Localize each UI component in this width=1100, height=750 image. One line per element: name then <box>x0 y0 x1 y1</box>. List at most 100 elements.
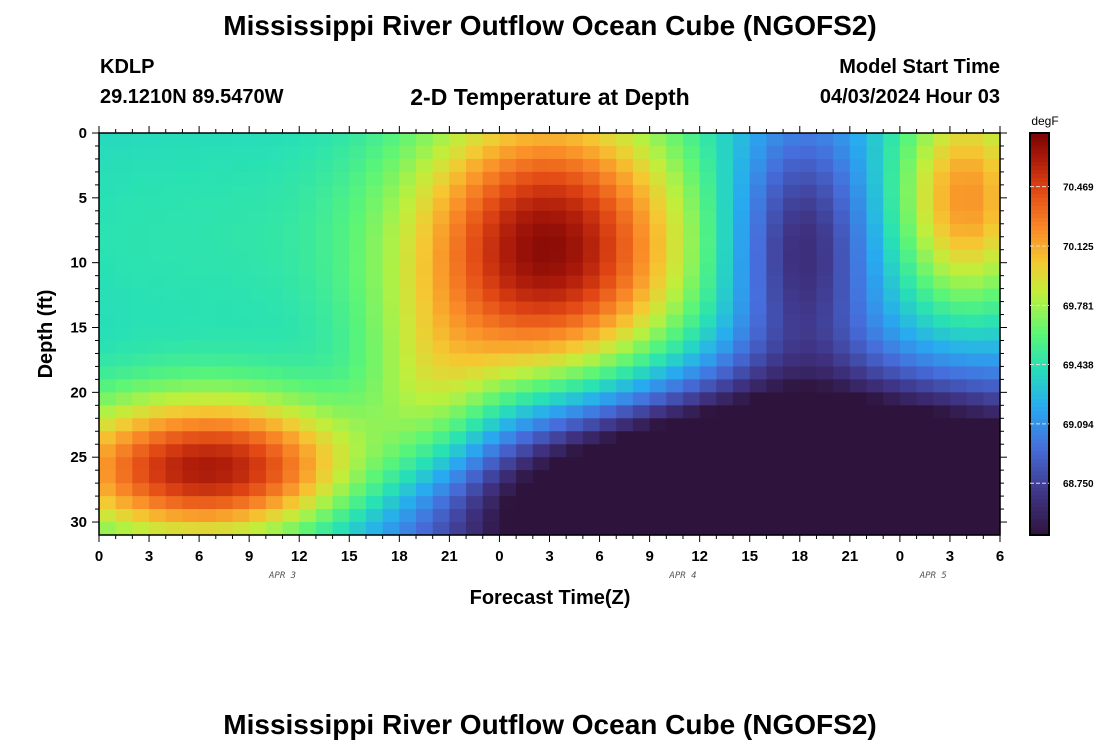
heatmap-cell <box>115 145 133 160</box>
heatmap-cell <box>249 431 267 445</box>
heatmap-cell <box>282 392 300 406</box>
heatmap-cell <box>132 288 150 303</box>
heatmap-cell <box>816 418 834 432</box>
heatmap-cell <box>883 184 901 199</box>
heatmap-cell <box>616 353 634 368</box>
heatmap-cell <box>466 184 484 199</box>
heatmap-cell <box>916 197 934 212</box>
heatmap-cell <box>816 288 834 303</box>
heatmap-cell <box>933 418 951 432</box>
heatmap-cell <box>799 327 818 342</box>
colorbar-segment <box>1030 442 1049 448</box>
heatmap-cell <box>249 301 267 316</box>
heatmap-cell <box>165 171 184 186</box>
heatmap-cell <box>215 275 234 290</box>
heatmap-cell <box>299 444 317 458</box>
heatmap-cell <box>466 145 484 160</box>
heatmap-cell <box>582 470 601 484</box>
heatmap-cell <box>382 509 400 523</box>
y-tick-label: 10 <box>70 255 87 272</box>
colorbar-segment <box>1030 221 1049 227</box>
heatmap-cell <box>866 288 884 303</box>
colorbar-tick-label: 68.750 <box>1063 479 1094 490</box>
heatmap-cell <box>115 366 133 380</box>
heatmap-cell <box>299 158 317 173</box>
heatmap-cell <box>799 262 818 277</box>
heatmap-cell <box>265 457 284 471</box>
colorbar-segment <box>1030 490 1049 496</box>
heatmap-cell <box>132 405 150 419</box>
heatmap-cell <box>983 210 1001 225</box>
heatmap-cell <box>132 275 150 290</box>
heatmap-cell <box>249 327 267 342</box>
heatmap-cell <box>883 210 901 225</box>
heatmap-cell <box>365 392 384 406</box>
heatmap-cell <box>449 171 467 186</box>
heatmap-cell <box>199 197 217 212</box>
heatmap-cell <box>566 405 584 419</box>
heatmap-cell <box>115 470 133 484</box>
heatmap-cell <box>949 522 968 536</box>
heatmap-cell <box>115 522 133 536</box>
heatmap-cell <box>749 133 768 147</box>
heatmap-cell <box>282 275 300 290</box>
heatmap-cell <box>449 275 467 290</box>
heatmap-cell <box>799 197 818 212</box>
heatmap-cell <box>482 457 501 471</box>
heatmap-cell <box>516 457 534 471</box>
heatmap-cell <box>966 457 984 471</box>
heatmap-cell <box>716 431 734 445</box>
colorbar-segment <box>1030 394 1049 399</box>
heatmap-cell <box>365 158 384 173</box>
heatmap-cell <box>783 327 801 342</box>
heatmap-cell <box>249 288 267 303</box>
heatmap-cell <box>182 184 200 199</box>
heatmap-cell <box>332 223 350 238</box>
heatmap-cell <box>315 236 334 251</box>
heatmap-cell <box>899 145 918 160</box>
heatmap-cell <box>349 379 367 393</box>
heatmap-cell <box>349 444 367 458</box>
heatmap-cell <box>733 418 751 432</box>
heatmap-cell <box>215 366 234 380</box>
heatmap-cell <box>365 327 384 342</box>
heatmap-cell <box>666 223 684 238</box>
heatmap-cell <box>666 275 684 290</box>
heatmap-cell <box>582 340 601 355</box>
heatmap-cell <box>682 457 701 471</box>
heatmap-cell <box>265 301 284 316</box>
heatmap-cell <box>215 288 234 303</box>
heatmap-cell <box>449 223 467 238</box>
heatmap-cell <box>432 457 450 471</box>
colorbar-segment <box>1030 209 1049 214</box>
heatmap-cell <box>549 509 567 523</box>
heatmap-cell <box>916 275 934 290</box>
heatmap-cell <box>449 379 467 393</box>
heatmap-cell <box>416 353 434 368</box>
heatmap-cell <box>365 379 384 393</box>
heatmap-cell <box>849 366 868 380</box>
heatmap-cell <box>699 236 717 251</box>
heatmap-cell <box>349 314 367 329</box>
heatmap-cell <box>766 522 784 536</box>
heatmap-cell <box>482 366 501 380</box>
heatmap-cell <box>899 379 918 393</box>
heatmap-cell <box>215 210 234 225</box>
heatmap-cell <box>766 340 784 355</box>
heatmap-cell <box>616 262 634 277</box>
heatmap-cell <box>699 288 717 303</box>
heatmap-cell <box>833 158 851 173</box>
heatmap-cell <box>566 418 584 432</box>
heatmap-cell <box>215 444 234 458</box>
heatmap-cell <box>582 145 601 160</box>
heatmap-cell <box>749 431 768 445</box>
heatmap-cell <box>282 418 300 432</box>
colorbar-segment <box>1030 526 1049 532</box>
heatmap-cell <box>449 145 467 160</box>
heatmap-cell <box>749 444 768 458</box>
heatmap-cell <box>566 509 584 523</box>
heatmap-cell <box>265 249 284 264</box>
heatmap-cell <box>299 457 317 471</box>
heatmap-cell <box>799 314 818 329</box>
heatmap-cell <box>899 418 918 432</box>
